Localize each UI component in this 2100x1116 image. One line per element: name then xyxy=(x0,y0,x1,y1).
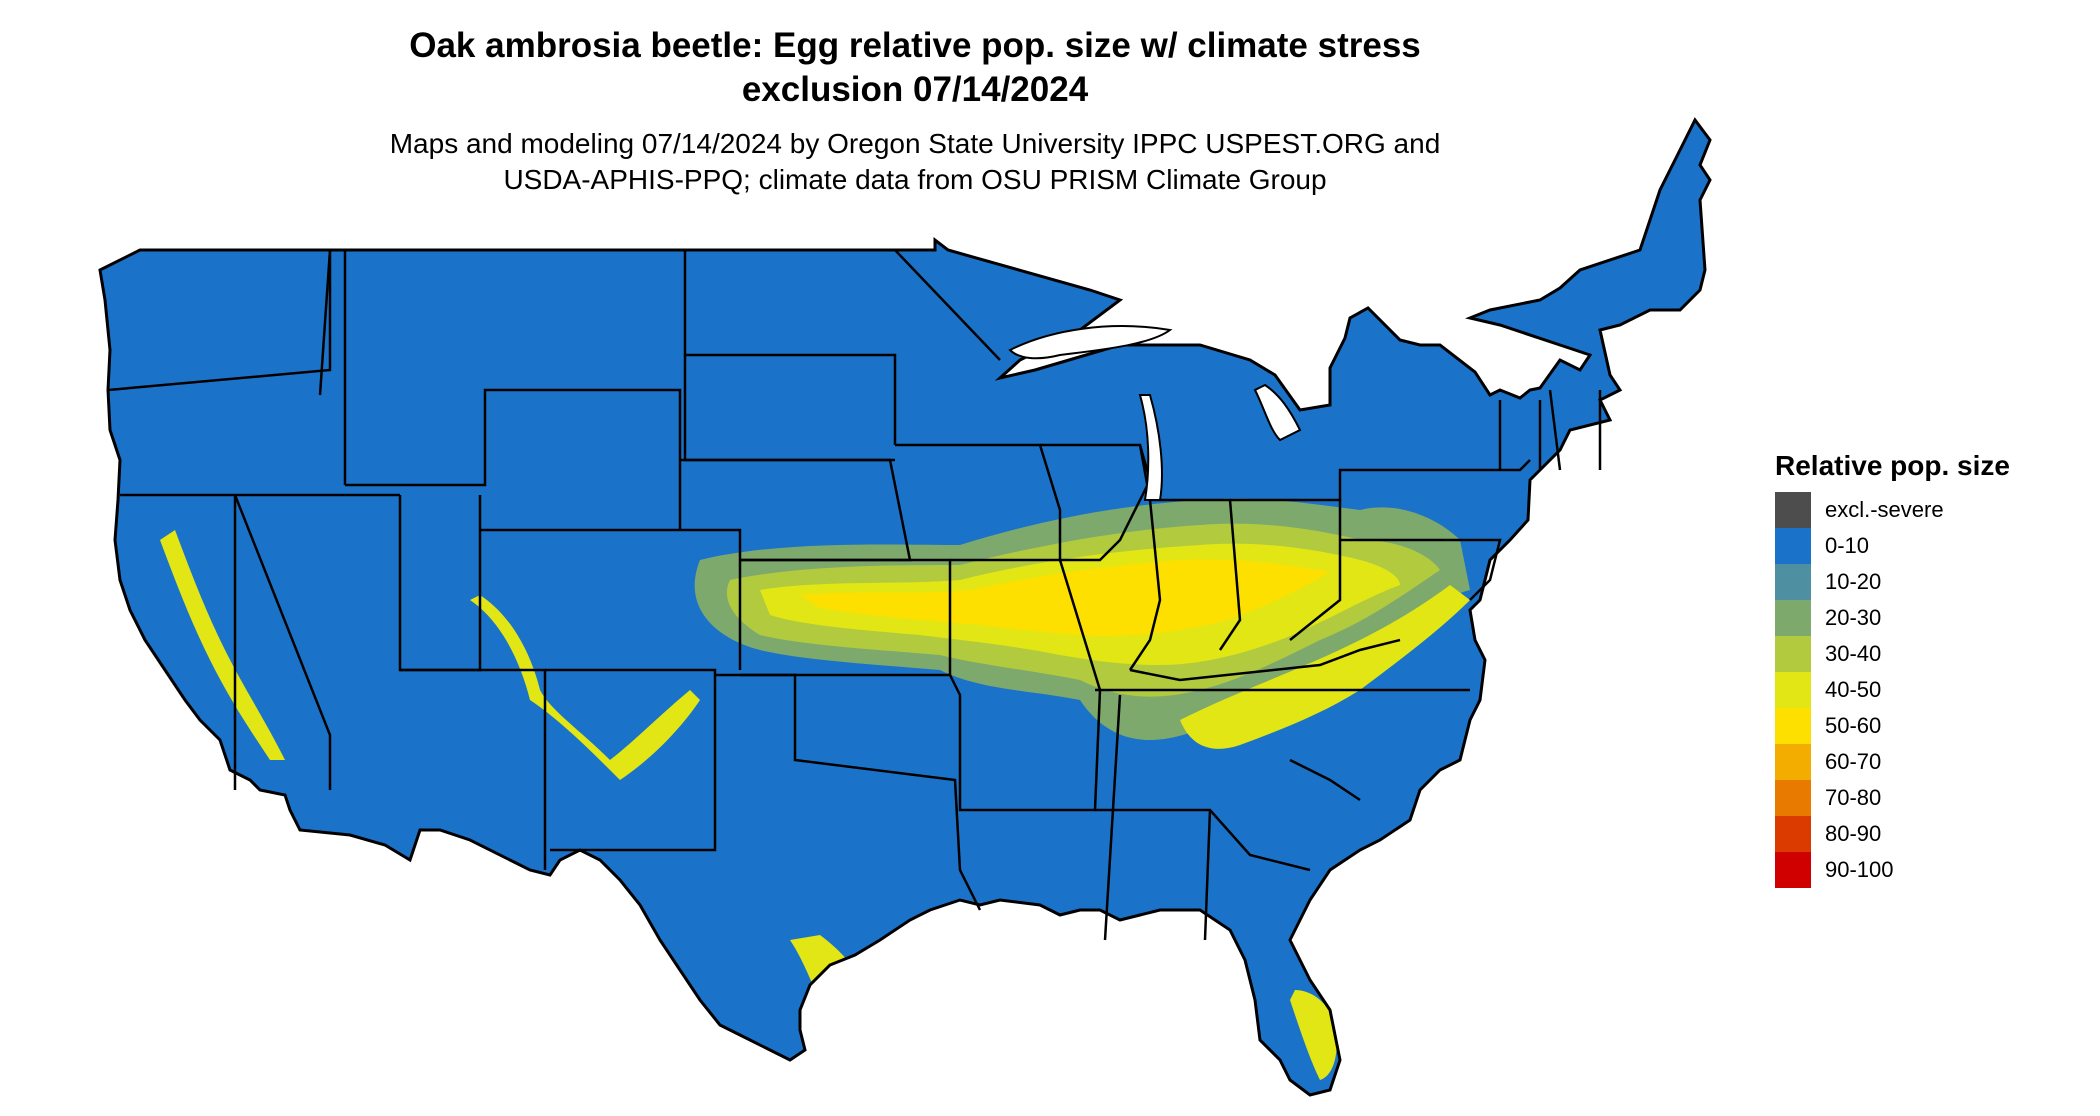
subtitle-line-2: USDA-APHIS-PPQ; climate data from OSU PR… xyxy=(503,164,1327,195)
lake-huron xyxy=(1253,383,1302,442)
legend-swatch xyxy=(1775,600,1811,636)
lake-michigan xyxy=(1138,394,1163,501)
legend-label: 0-10 xyxy=(1825,533,1870,558)
legend-item: 40-50 xyxy=(1775,672,2010,708)
title-line-1: Oak ambrosia beetle: Egg relative pop. s… xyxy=(409,26,1421,65)
legend-label: 30-40 xyxy=(1825,641,1882,666)
lake-superior xyxy=(1008,325,1173,360)
legend-title: Relative pop. size xyxy=(1775,450,2010,481)
legend-item: 70-80 xyxy=(1775,780,2010,816)
state-borders xyxy=(107,249,1602,941)
legend-item: 10-20 xyxy=(1775,564,2010,600)
region-south-florida xyxy=(1290,990,1337,1080)
legend-item: 30-40 xyxy=(1775,636,2010,672)
legend-label: 90-100 xyxy=(1825,857,1894,882)
legend-swatch xyxy=(1775,780,1811,816)
legend-item: 90-100 xyxy=(1775,852,2010,888)
region-four-corners xyxy=(470,595,700,780)
legend-label: excl.-severe xyxy=(1825,497,1944,522)
legend-item: excl.-severe xyxy=(1775,492,2010,528)
legend-label: 40-50 xyxy=(1825,677,1882,702)
legend-swatch xyxy=(1775,564,1811,600)
legend-swatch xyxy=(1775,744,1811,780)
legend-item: 20-30 xyxy=(1775,600,2010,636)
legend-label: 20-30 xyxy=(1825,605,1882,630)
great-lakes xyxy=(1008,325,1302,501)
legend: Relative pop. size excl.-severe 0-10 10-… xyxy=(1775,448,2010,888)
legend-swatch xyxy=(1775,672,1811,708)
legend-item: 0-10 xyxy=(1775,528,2010,564)
legend-swatch xyxy=(1775,708,1811,744)
legend-item: 50-60 xyxy=(1775,708,2010,744)
map-fill xyxy=(100,120,1710,1095)
legend-swatch xyxy=(1775,816,1811,852)
region-50-60 xyxy=(800,559,1330,636)
legend-label: 70-80 xyxy=(1825,785,1882,810)
legend-swatch xyxy=(1775,852,1811,888)
legend-label: 50-60 xyxy=(1825,713,1882,738)
subtitle-line-1: Maps and modeling 07/14/2024 by Oregon S… xyxy=(389,128,1441,159)
legend-swatch xyxy=(1775,492,1811,528)
region-appalachia xyxy=(1180,585,1470,749)
legend-item: 60-70 xyxy=(1775,744,2010,780)
title-line-2: exclusion 07/14/2024 xyxy=(741,70,1089,109)
legend-items: excl.-severe 0-10 10-20 20-30 30-40 40-5… xyxy=(1775,492,2010,888)
legend-swatch xyxy=(1775,528,1811,564)
legend-label: 10-20 xyxy=(1825,569,1882,594)
map-title: Oak ambrosia beetle: Egg relative pop. s… xyxy=(0,24,1830,112)
legend-swatch xyxy=(1775,636,1811,672)
legend-label: 80-90 xyxy=(1825,821,1882,846)
legend-label: 60-70 xyxy=(1825,749,1882,774)
map-subtitle: Maps and modeling 07/14/2024 by Oregon S… xyxy=(0,126,1830,198)
legend-item: 80-90 xyxy=(1775,816,2010,852)
region-california xyxy=(160,530,285,760)
